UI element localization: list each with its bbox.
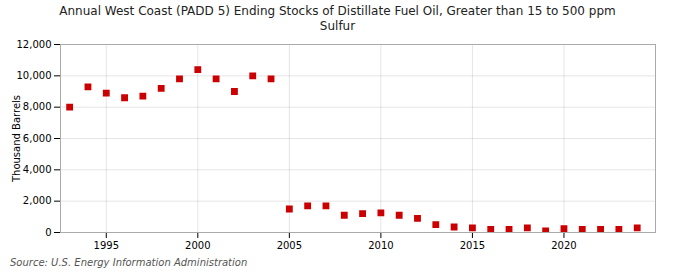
html-text:Annual West Coast (PADD 5) End: Annual West Coast (PADD 5) Ending Stocks… [59, 4, 616, 33]
svg-text:10,000: 10,000 [17, 70, 52, 81]
svg-text:0: 0 [45, 227, 51, 238]
svg-text:2,000: 2,000 [23, 195, 52, 206]
svg-text:2005: 2005 [277, 240, 302, 251]
svg-text:2015: 2015 [460, 240, 485, 251]
svg-text:2000: 2000 [185, 240, 210, 251]
svg-text:4,000: 4,000 [23, 164, 52, 175]
svg-text:6,000: 6,000 [23, 133, 52, 144]
svg-text:8,000: 8,000 [23, 101, 52, 112]
svg-text:12,000: 12,000 [17, 39, 52, 50]
svg-text:Thousand Barrels: Thousand Barrels [11, 95, 22, 183]
svg-text:2010: 2010 [368, 240, 393, 251]
svg-text:1995: 1995 [94, 240, 119, 251]
svg-text:2020: 2020 [551, 240, 576, 251]
html-text:Source: U.S. Energy Informatio: Source: U.S. Energy Information Administ… [10, 257, 248, 268]
